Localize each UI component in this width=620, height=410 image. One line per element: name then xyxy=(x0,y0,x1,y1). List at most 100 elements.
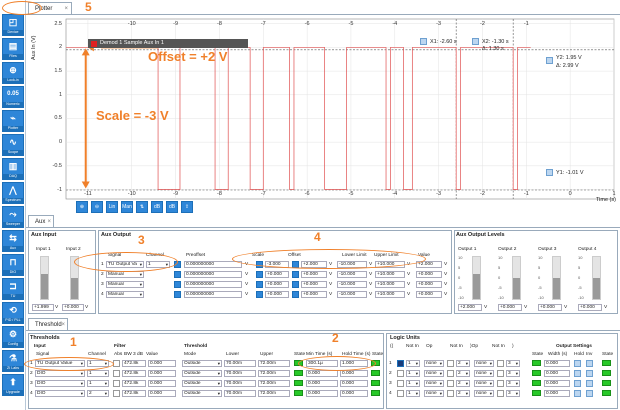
logic-input-select[interactable]: 2 xyxy=(456,380,470,387)
plot-tool-button-6[interactable]: dB xyxy=(151,201,163,213)
set-button[interactable] xyxy=(174,281,181,288)
output-width-field[interactable]: 0.000 xyxy=(544,390,570,397)
threshold-lower-field[interactable]: 70.00m xyxy=(224,360,256,367)
logic-op-select[interactable]: none xyxy=(474,360,494,367)
tab-threshold[interactable]: Threshold × xyxy=(28,318,68,330)
threshold-lower-field[interactable]: 70.00m xyxy=(224,390,256,397)
offset-toggle[interactable] xyxy=(292,281,299,288)
threshold-mode-select[interactable]: Outside xyxy=(182,370,222,377)
logic-input-select[interactable]: 2 xyxy=(456,360,470,367)
scale-toggle[interactable] xyxy=(256,271,263,278)
sidebar-item-aux[interactable]: ⇆ Aux xyxy=(2,230,24,252)
close-icon[interactable]: × xyxy=(61,322,65,328)
threshold-bw-field[interactable]: 472.8k xyxy=(122,360,146,367)
not-toggle[interactable] xyxy=(397,380,404,387)
threshold-signal-select[interactable]: DIO xyxy=(35,370,85,377)
cursor-x2-handle[interactable] xyxy=(472,38,479,45)
plot-tool-button-2[interactable]: ⊖ xyxy=(91,201,103,213)
logic-input-select[interactable]: 1 xyxy=(406,370,420,377)
logic-input-select[interactable]: 3 xyxy=(506,380,520,387)
aux-scale-field[interactable]: +0.000 xyxy=(265,291,289,298)
threshold-lower-field[interactable]: 70.00m xyxy=(224,380,256,387)
offset-toggle[interactable] xyxy=(292,291,299,298)
threshold-min-time-field[interactable]: 0.000 xyxy=(306,370,338,377)
abs-checkbox[interactable] xyxy=(113,370,120,377)
threshold-channel-select[interactable]: 1 xyxy=(87,380,109,387)
threshold-min-time-field[interactable]: 0.000 xyxy=(306,380,338,387)
threshold-hold-time-field[interactable]: 0.000 xyxy=(340,390,368,397)
logic-input-select[interactable]: 1 xyxy=(406,360,420,367)
sidebar-item-tu[interactable]: ⊐ TU xyxy=(2,278,24,300)
threshold-mode-select[interactable]: Outside xyxy=(182,380,222,387)
plot-tool-button-3[interactable]: Lin xyxy=(106,201,118,213)
invert-toggle[interactable] xyxy=(586,380,593,387)
not-toggle[interactable] xyxy=(497,360,504,367)
aux-scale-field[interactable]: +0.000 xyxy=(265,281,289,288)
logic-op-select[interactable]: none xyxy=(424,370,444,377)
logic-op-select[interactable]: none xyxy=(474,390,494,397)
threshold-min-time-field[interactable]: 0.000 xyxy=(306,390,338,397)
sidebar-item-daq[interactable]: ▥ DAQ xyxy=(2,158,24,180)
threshold-channel-select[interactable]: 1 xyxy=(87,370,109,377)
plot-tool-button-5[interactable]: ⇅ xyxy=(136,201,148,213)
logic-input-select[interactable]: 3 xyxy=(506,360,520,367)
invert-toggle[interactable] xyxy=(586,390,593,397)
logic-op-select[interactable]: none xyxy=(424,360,444,367)
sidebar-item-spectrum[interactable]: ⋀ Spectrum xyxy=(2,182,24,204)
aux-signal-select[interactable]: Manual xyxy=(106,271,144,278)
logic-input-select[interactable]: 1 xyxy=(406,380,420,387)
output-width-field[interactable]: 0.000 xyxy=(544,370,570,377)
logic-input-select[interactable]: 1 xyxy=(406,390,420,397)
sidebar-item-device[interactable]: ◰ Device xyxy=(2,14,24,36)
not-toggle[interactable] xyxy=(447,360,454,367)
threshold-lower-field[interactable]: 70.00m xyxy=(224,370,256,377)
logic-op-select[interactable]: none xyxy=(424,380,444,387)
aux-upper-limit-field[interactable]: +10.000 xyxy=(375,281,405,288)
threshold-channel-select[interactable]: 2 xyxy=(87,390,109,397)
aux-offset-field[interactable]: +0.000 xyxy=(301,271,327,278)
aux-upper-limit-field[interactable]: +10.000 xyxy=(375,271,405,278)
sidebar-item-scope[interactable]: ∿ Scope xyxy=(2,134,24,156)
not-toggle[interactable] xyxy=(397,390,404,397)
sidebar-item-files[interactable]: ▤ Files xyxy=(2,38,24,60)
logic-op-select[interactable]: none xyxy=(424,390,444,397)
not-toggle[interactable] xyxy=(397,360,404,367)
aux-preoffset-field[interactable]: 0.000000000 xyxy=(184,261,242,268)
aux-lower-limit-field[interactable]: -10.000 xyxy=(337,271,367,278)
set-button[interactable] xyxy=(174,271,181,278)
not-toggle[interactable] xyxy=(497,370,504,377)
sidebar-item-upgrade[interactable]: ⬆ Upgrade xyxy=(2,374,24,396)
threshold-upper-field[interactable]: 72.00m xyxy=(258,390,290,397)
threshold-bw-field[interactable]: 472.8k xyxy=(122,390,146,397)
not-toggle[interactable] xyxy=(497,380,504,387)
abs-checkbox[interactable] xyxy=(113,360,120,367)
threshold-signal-select[interactable]: DIO xyxy=(35,390,85,397)
abs-checkbox[interactable] xyxy=(113,390,120,397)
sidebar-item-lock-in[interactable]: ⊕ Lock-in xyxy=(2,62,24,84)
not-toggle[interactable] xyxy=(397,370,404,377)
sidebar-item-config[interactable]: ⚙ Config xyxy=(2,326,24,348)
cursor-y1-handle[interactable] xyxy=(546,169,553,176)
hold-toggle[interactable] xyxy=(574,380,581,387)
aux-preoffset-field[interactable]: 0.000000000 xyxy=(184,291,242,298)
threshold-bw-field[interactable]: 472.8k xyxy=(122,370,146,377)
threshold-mode-select[interactable]: Outside xyxy=(182,360,222,367)
aux-upper-limit-field[interactable]: +10.000 xyxy=(375,291,405,298)
sidebar-item-numeric[interactable]: 0.05 Numeric xyxy=(2,86,24,108)
aux-preoffset-field[interactable]: 0.000000000 xyxy=(184,271,242,278)
threshold-hold-time-field[interactable]: 0.000 xyxy=(340,380,368,387)
threshold-mode-select[interactable]: Outside xyxy=(182,390,222,397)
hold-toggle[interactable] xyxy=(574,360,581,367)
sidebar-item-zi-labs[interactable]: ⚗ ZI Labs xyxy=(2,350,24,372)
cursor-y2-handle[interactable] xyxy=(546,57,553,64)
hold-toggle[interactable] xyxy=(574,390,581,397)
close-icon[interactable]: × xyxy=(64,6,68,12)
invert-toggle[interactable] xyxy=(586,360,593,367)
output-width-field[interactable]: 0.000 xyxy=(544,380,570,387)
not-toggle[interactable] xyxy=(447,370,454,377)
sidebar-item-sweeper[interactable]: ⤳ Sweeper xyxy=(2,206,24,228)
offset-toggle[interactable] xyxy=(292,271,299,278)
close-icon[interactable]: × xyxy=(47,219,51,225)
logic-input-select[interactable]: 3 xyxy=(506,370,520,377)
aux-lower-limit-field[interactable]: -10.000 xyxy=(337,281,367,288)
